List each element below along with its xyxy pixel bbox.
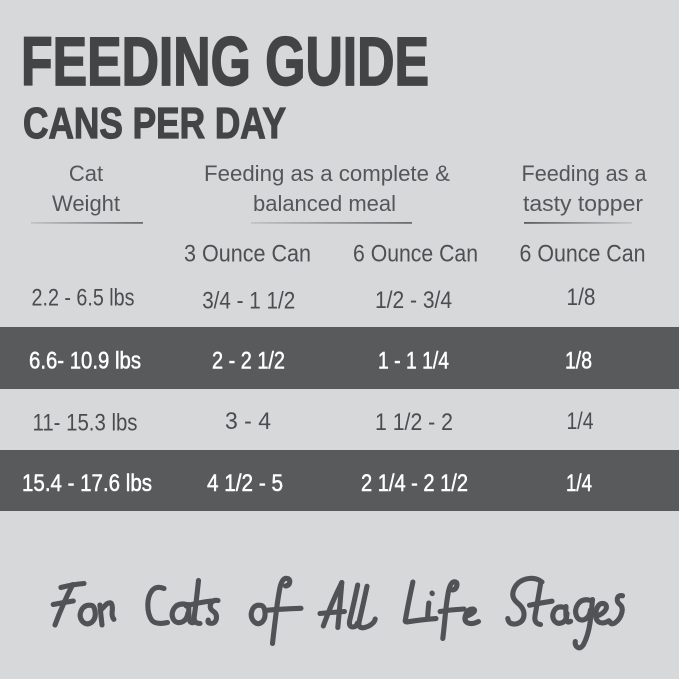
svg-text:1 1/2 - 2: 1 1/2 - 2 — [375, 409, 453, 436]
svg-text:1/4: 1/4 — [566, 470, 592, 497]
svg-text:3 Ounce Can: 3 Ounce Can — [184, 241, 311, 268]
svg-text:6.6- 10.9 lbs: 6.6- 10.9 lbs — [29, 348, 141, 375]
svg-text:1/8: 1/8 — [567, 284, 596, 311]
svg-text:1/8: 1/8 — [565, 348, 592, 375]
svg-text:6 Ounce Can: 6 Ounce Can — [353, 241, 478, 268]
svg-text:2 - 2 1/2: 2 - 2 1/2 — [212, 348, 285, 375]
svg-text:3/4 - 1 1/2: 3/4 - 1 1/2 — [202, 288, 295, 315]
svg-text:balanced meal: balanced meal — [253, 191, 396, 216]
svg-text:Cat: Cat — [69, 161, 103, 186]
svg-text:CANS PER DAY: CANS PER DAY — [23, 100, 286, 148]
svg-text:Feeding as a complete &: Feeding as a complete & — [204, 161, 450, 186]
svg-text:2.2 - 6.5 lbs: 2.2 - 6.5 lbs — [32, 285, 135, 312]
svg-text:11- 15.3 lbs: 11- 15.3 lbs — [33, 410, 138, 437]
svg-text:2 1/4 - 2 1/2: 2 1/4 - 2 1/2 — [361, 470, 468, 497]
svg-text:6 Ounce Can: 6 Ounce Can — [520, 241, 646, 268]
svg-text:15.4 - 17.6 lbs: 15.4 - 17.6 lbs — [22, 470, 152, 497]
svg-text:1/4: 1/4 — [567, 408, 594, 435]
svg-text:1 - 1 1/4: 1 - 1 1/4 — [378, 348, 449, 375]
svg-text:Feeding as a: Feeding as a — [522, 161, 648, 186]
svg-text:FEEDING GUIDE: FEEDING GUIDE — [21, 23, 429, 100]
svg-text:Weight: Weight — [52, 191, 120, 216]
svg-text:1/2 - 3/4: 1/2 - 3/4 — [375, 287, 452, 314]
svg-text:3 - 4: 3 - 4 — [225, 408, 271, 435]
svg-text:4 1/2 - 5: 4 1/2 - 5 — [207, 470, 283, 497]
svg-text:tasty topper: tasty topper — [523, 191, 643, 216]
